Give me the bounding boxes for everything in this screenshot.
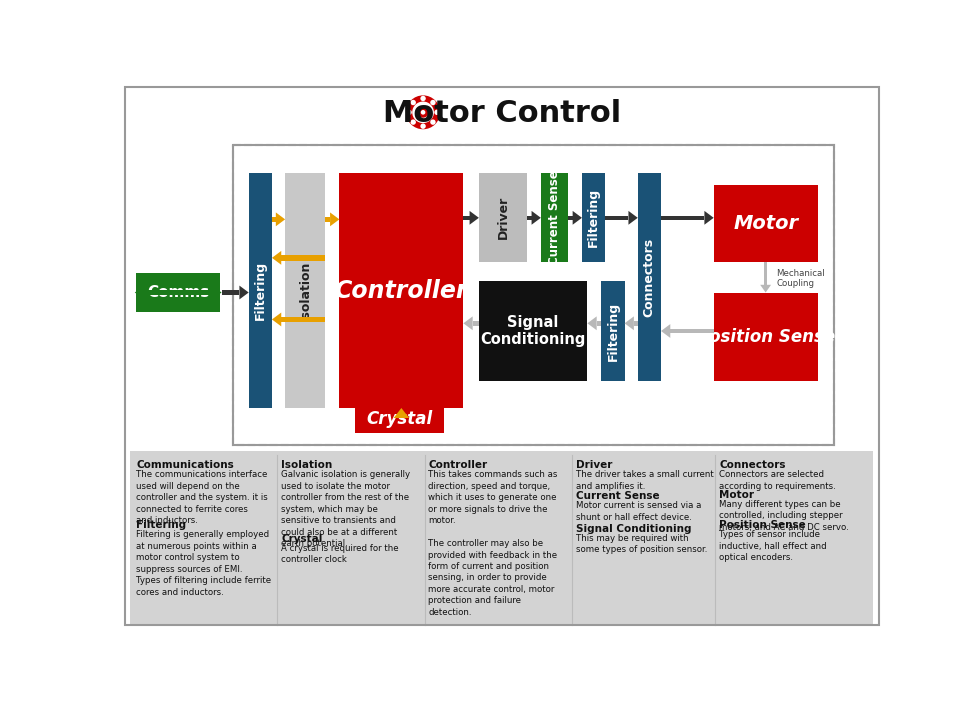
Text: Filtering: Filtering <box>605 302 619 360</box>
Text: Connectors: Connectors <box>719 460 784 470</box>
Circle shape <box>420 123 425 129</box>
Text: Types of sensor include
inductive, hall effect and
optical encoders.: Types of sensor include inductive, hall … <box>719 530 825 563</box>
Text: Many different types can be
controlled, including stepper
motors, and AC and DC : Many different types can be controlled, … <box>719 500 848 532</box>
Circle shape <box>418 107 428 118</box>
Text: Motor current is sensed via a
shunt or hall effect device.: Motor current is sensed via a shunt or h… <box>575 501 700 522</box>
Circle shape <box>406 109 412 115</box>
Text: Controller: Controller <box>334 278 467 302</box>
Text: Position Sense: Position Sense <box>719 520 805 530</box>
Polygon shape <box>704 211 713 225</box>
Circle shape <box>421 110 425 115</box>
Text: Motor Control: Motor Control <box>382 99 621 128</box>
Bar <box>146 290 210 295</box>
Bar <box>281 255 325 261</box>
Bar <box>660 216 704 220</box>
Text: Current Sense: Current Sense <box>548 170 560 265</box>
Text: Filtering is generally employed
at numerous points within a
motor control system: Filtering is generally employed at numer… <box>136 530 271 596</box>
Polygon shape <box>531 211 540 225</box>
Bar <box>567 216 572 220</box>
Polygon shape <box>624 317 633 330</box>
Circle shape <box>412 102 433 123</box>
Text: Crystal: Crystal <box>366 410 432 428</box>
Text: Mechanical
Coupling: Mechanical Coupling <box>776 269 824 288</box>
Text: Driver: Driver <box>575 460 611 470</box>
Bar <box>478 281 587 381</box>
Polygon shape <box>393 408 409 418</box>
Polygon shape <box>272 312 281 326</box>
Bar <box>285 173 325 408</box>
Text: Driver: Driver <box>496 196 509 239</box>
Bar <box>604 216 628 220</box>
Text: Filtering: Filtering <box>253 261 267 320</box>
Text: Filtering: Filtering <box>587 188 600 247</box>
Text: Galvanic isolation is generally
used to isolate the motor
controller from the re: Galvanic isolation is generally used to … <box>281 470 410 548</box>
Bar <box>281 317 325 322</box>
Text: The driver takes a small current
and amplifies it.: The driver takes a small current and amp… <box>575 470 713 491</box>
Polygon shape <box>240 286 248 300</box>
Text: Controller: Controller <box>428 460 487 470</box>
Text: Isolation: Isolation <box>281 460 333 470</box>
Text: Signal
Conditioning: Signal Conditioning <box>480 315 585 347</box>
Bar <box>670 329 713 333</box>
Text: This may be required with
some types of position sensor.: This may be required with some types of … <box>575 534 706 554</box>
Polygon shape <box>276 212 285 226</box>
Polygon shape <box>587 317 596 330</box>
Bar <box>130 451 872 625</box>
Bar <box>478 173 526 262</box>
Circle shape <box>420 96 425 101</box>
Bar <box>633 321 637 326</box>
Text: This takes commands such as
direction, speed and torque,
which it uses to genera: This takes commands such as direction, s… <box>428 470 557 617</box>
Text: Connectors are selected
according to requirements.: Connectors are selected according to req… <box>719 470 835 491</box>
Bar <box>248 173 272 408</box>
Polygon shape <box>469 211 478 225</box>
Text: Motor: Motor <box>719 489 753 500</box>
Bar <box>136 274 220 312</box>
Circle shape <box>429 100 435 105</box>
Bar <box>600 281 624 381</box>
Text: Isolation: Isolation <box>298 260 311 321</box>
Bar <box>272 216 276 222</box>
Text: Filtering: Filtering <box>136 520 186 530</box>
Text: Crystal: Crystal <box>281 534 323 544</box>
Polygon shape <box>660 324 670 338</box>
Bar <box>713 293 818 381</box>
Text: Communications: Communications <box>136 460 234 470</box>
Text: Current Sense: Current Sense <box>575 491 659 501</box>
Circle shape <box>410 100 416 105</box>
Polygon shape <box>135 285 146 300</box>
Text: Comms: Comms <box>147 285 209 300</box>
Bar <box>526 216 531 220</box>
Circle shape <box>410 119 416 125</box>
Bar <box>581 173 604 262</box>
Bar <box>763 262 767 285</box>
Bar <box>354 404 444 434</box>
Polygon shape <box>628 211 637 225</box>
Text: Motor: Motor <box>733 214 798 233</box>
Polygon shape <box>330 212 339 226</box>
Bar <box>221 290 240 295</box>
Bar <box>713 185 818 262</box>
Text: A crystal is required for the
controller clock: A crystal is required for the controller… <box>281 544 398 564</box>
Bar <box>540 173 567 262</box>
Bar <box>637 173 660 381</box>
Circle shape <box>406 95 440 129</box>
Text: The communications interface
used will depend on the
controller and the system. : The communications interface used will d… <box>136 470 268 525</box>
Bar <box>233 145 833 445</box>
Bar <box>339 173 463 408</box>
Text: Signal Conditioning: Signal Conditioning <box>575 524 690 534</box>
Bar <box>596 321 600 326</box>
Polygon shape <box>210 285 221 300</box>
Polygon shape <box>572 211 581 225</box>
Bar <box>233 145 833 445</box>
Bar <box>325 216 330 222</box>
Circle shape <box>429 119 435 125</box>
Text: Position Sense: Position Sense <box>696 328 834 345</box>
Text: Connectors: Connectors <box>643 238 655 317</box>
Polygon shape <box>463 317 472 330</box>
Polygon shape <box>760 285 771 293</box>
Bar <box>472 321 478 326</box>
Circle shape <box>434 109 439 115</box>
Bar <box>463 216 469 220</box>
Polygon shape <box>272 251 281 265</box>
